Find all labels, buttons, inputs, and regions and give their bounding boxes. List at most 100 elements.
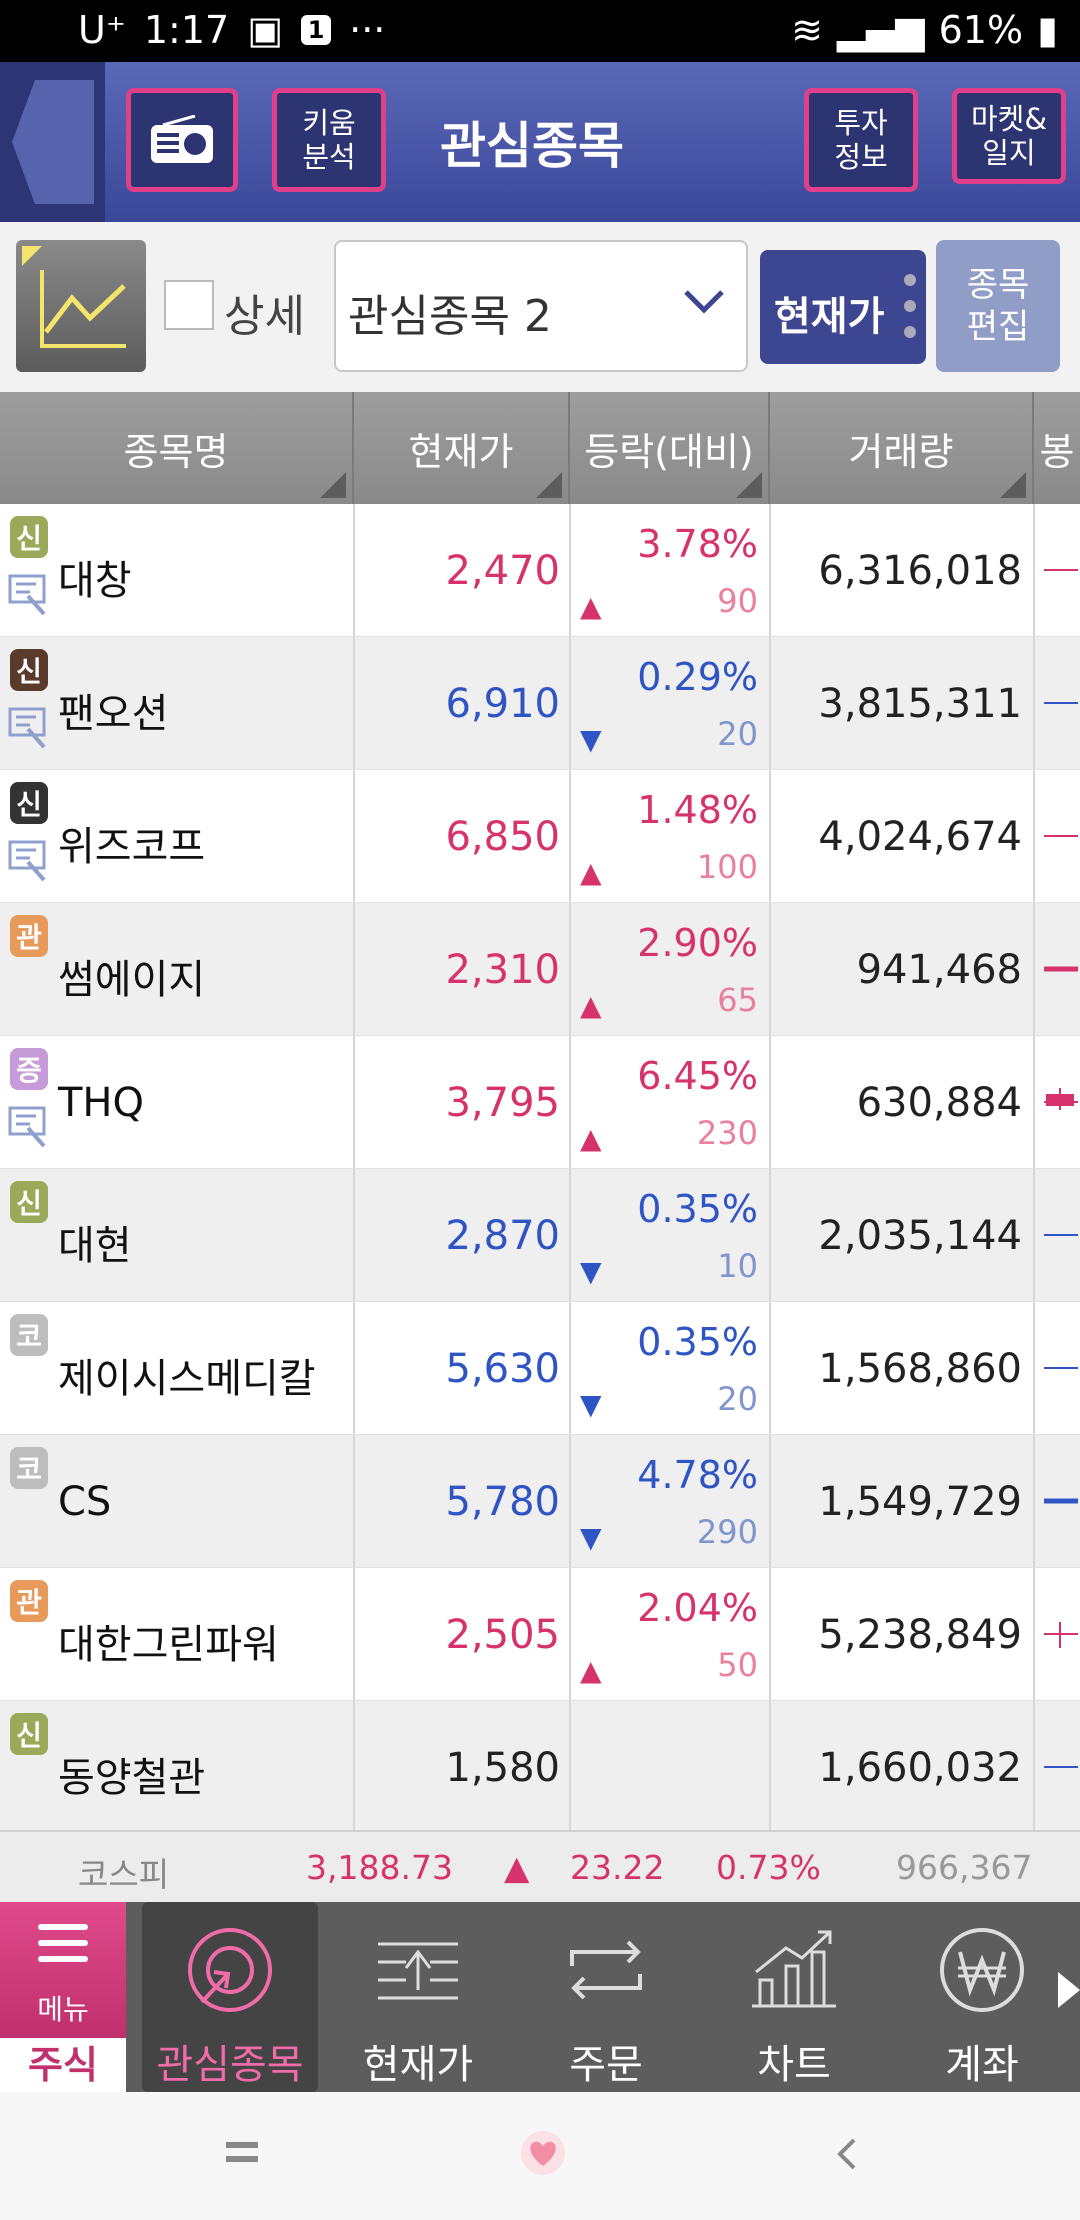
market-badge: 코 [10,1314,48,1356]
nav-order-label: 주문 [569,2042,643,2088]
index-up-arrow-icon: ▲ [504,1848,530,1887]
nav-more-arrow-icon[interactable] [1058,1972,1080,2008]
change-amount: 10 [717,1247,758,1285]
nav-account-label: 계좌 [945,2042,1019,2088]
up-arrow-icon: ▲ [580,1654,602,1687]
market-badge: 관 [10,1580,48,1622]
market-badge: 신 [10,1713,48,1755]
volume: 5,238,849 [818,1612,1022,1658]
line-chart-icon [22,246,126,348]
mini-chart-icon [8,707,46,749]
menu-button[interactable]: 메뉴 [0,1902,126,2038]
kiwoom-analysis-button[interactable]: 키움 분석 [272,88,386,192]
stock-name: 대한그린파워 [58,1622,279,1668]
table-row[interactable]: 관 대한그린파워 2,505 2.04% 50 ▲ 5,238,849 [0,1568,1080,1701]
market-badge: 신 [10,516,48,558]
change-amount: 65 [717,981,758,1019]
price-mode-button[interactable]: 현재가 [760,250,926,364]
up-arrow-icon: ▲ [580,856,602,889]
battery-icon: ▮ [1037,8,1058,52]
change-percent: 0.29% [637,655,758,699]
column-header-volume[interactable]: 거래량 [770,392,1034,504]
table-row[interactable]: 신 대현 2,870 0.35% 10 ▼ 2,035,144 [0,1169,1080,1302]
invest-info-button[interactable]: 투자 정보 [804,88,918,192]
chart-icon [752,1930,836,2008]
candle-mini-icon [1044,1766,1078,1768]
current-price: 2,310 [445,947,560,993]
table-row[interactable]: 관 썸에이지 2,310 2.90% 65 ▲ 941,468 [0,903,1080,1036]
chevron-down-icon [684,290,724,314]
change-percent: 0.35% [637,1187,758,1231]
column-header-change[interactable]: 등락(대비) [570,392,770,504]
column-header-price[interactable]: 현재가 [354,392,570,504]
change-amount: 230 [696,1114,758,1152]
stock-list: 신 대창 2,470 3.78% 90 ▲ 6,316,018 신 팬오션 6,910 0.29… [0,504,1080,1834]
stock-name: 위즈코프 [58,824,206,870]
toolbar: 상세 관심종목 2 현재가 종목 편집 [0,222,1080,394]
column-header-candle[interactable]: 봉 [1039,429,1075,474]
table-row[interactable]: 코 제이시스메디칼 5,630 0.35% 20 ▼ 1,568,860 [0,1302,1080,1435]
radio-button[interactable] [126,88,238,192]
nav-watchlist[interactable]: 관심종목 [142,1902,318,2092]
current-price: 3,795 [445,1080,560,1126]
current-price: 5,630 [445,1346,560,1392]
nav-current-price[interactable]: 현재가 [330,1902,506,2092]
nav-account[interactable]: 계좌 [894,1902,1070,2092]
column-header-name[interactable]: 종목명 [0,392,354,504]
down-arrow-icon: ▼ [580,723,602,756]
table-row[interactable]: 신 동양철관 1,580 1,660,032 [0,1701,1080,1834]
index-volume: 966,367 [896,1848,1033,1887]
change-amount: 290 [696,1513,758,1551]
market-badge: 신 [10,649,48,691]
change-percent: 3.78% [637,522,758,566]
candle-mini-icon [1044,1367,1078,1369]
market-badge: 신 [10,1181,48,1223]
market-journal-button[interactable]: 마켓& 일지 [952,88,1066,184]
home-heart-icon[interactable] [518,2128,568,2178]
chart-toggle-button[interactable] [16,240,146,372]
volume: 4,024,674 [818,814,1022,860]
nav-order[interactable]: 주문 [518,1902,694,2092]
carrier-label: U⁺ [78,8,126,52]
detail-checkbox[interactable] [164,280,214,330]
table-row[interactable]: 증 THQ 3,795 6.45% 230 ▲ 630,884 [0,1036,1080,1169]
edit-stocks-button[interactable]: 종목 편집 [936,240,1060,372]
market-badge: 관 [10,915,48,957]
change-percent: 6.45% [637,1054,758,1098]
volume: 630,884 [856,1080,1022,1126]
table-row[interactable]: 신 위즈코프 6,850 1.48% 100 ▲ 4,024,674 [0,770,1080,903]
recent-apps-icon[interactable] [224,2138,260,2168]
detail-label: 상세 [224,291,305,342]
volume: 1,660,032 [818,1745,1022,1791]
volume: 941,468 [856,947,1022,993]
volume: 1,568,860 [818,1346,1022,1392]
wifi-icon: ≋ [791,8,823,52]
table-row[interactable]: 코 CS 5,780 4.78% 290 ▼ 1,549,729 [0,1435,1080,1568]
mini-chart-icon [8,1106,46,1148]
index-value: 3,188.73 [306,1848,453,1887]
up-arrow-icon: ▲ [580,989,602,1022]
down-arrow-icon: ▼ [580,1521,602,1554]
index-name: 코스피 [78,1855,170,1894]
current-price: 1,580 [445,1745,560,1791]
watchlist-icon [188,1928,272,2012]
nav-current-price-label: 현재가 [362,2042,474,2088]
market-badge: 코 [10,1447,48,1489]
change-amount: 100 [696,848,758,886]
image-notification-icon: ▣ [247,8,284,52]
menu-label: 메뉴 [37,1993,89,2026]
nav-chart[interactable]: 차트 [706,1902,882,2092]
more-options-icon [904,274,916,352]
table-row[interactable]: 신 팬오션 6,910 0.29% 20 ▼ 3,815,311 [0,637,1080,770]
watchlist-group-select[interactable]: 관심종목 2 [334,240,748,372]
index-ticker[interactable]: 코스피 3,188.73 ▲ 23.22 0.73% 966,367 [0,1830,1080,1904]
back-nav-icon[interactable] [834,2136,858,2172]
notification-count-icon: 1 [301,15,332,45]
change-percent: 1.48% [637,788,758,832]
section-stock-tab[interactable]: 주식 [0,2038,126,2092]
current-price: 5,780 [445,1479,560,1525]
candle-mini-icon [1044,966,1078,972]
back-button[interactable] [0,62,105,222]
mini-chart-icon [8,840,46,882]
table-row[interactable]: 신 대창 2,470 3.78% 90 ▲ 6,316,018 [0,504,1080,637]
